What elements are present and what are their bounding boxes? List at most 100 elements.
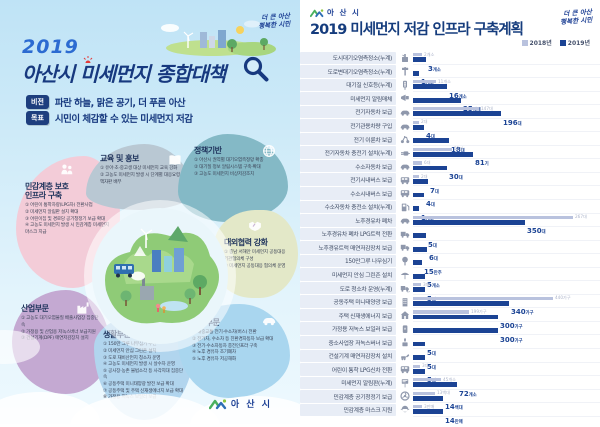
purifier-icon (399, 391, 410, 402)
section-item: ① 유아·초·중고생 대상 미세먼지 교육 강화 (100, 166, 178, 172)
bar-2018 (413, 310, 469, 314)
chart-row: 가정용 저녹스 보일러 보급 300가구 (300, 322, 600, 344)
bar-2019 (413, 138, 449, 144)
factory-icon (77, 302, 89, 314)
row-label: 노후경유트럭 매연저감장치 보급 (300, 241, 396, 254)
row-bars: 147대 196대 (413, 105, 600, 127)
value-2019: 14만매 (445, 416, 463, 425)
chart-legend: 2018년 2019년 (521, 38, 590, 47)
building-icon (402, 297, 407, 307)
goal-row: 목표 시민이 체감할 수 있는 미세먼지 저감 (26, 111, 193, 125)
section-item: ② 가정용 및 산업용 저녹스버너 보급지원 (21, 329, 96, 335)
section-item: ③ 도로 재비산먼지 청소차 운영 (103, 355, 161, 361)
row-bars: 6대 (413, 241, 600, 262)
city-logo-mark-icon (310, 8, 324, 17)
value-2018: 2대 (421, 173, 428, 179)
chart-row: 도로 청소차 운영(누계) 3대5대 (300, 281, 600, 303)
row-label: 건설기계 매연저감장치 설치 (300, 349, 396, 363)
bar-2019 (413, 84, 447, 90)
bar-2019 (413, 368, 425, 374)
bar-2019 (413, 395, 443, 401)
row-bars: 15만주 (413, 254, 600, 276)
value-2018: 2대 (421, 119, 428, 125)
value-2018: 199가구 (471, 308, 487, 314)
chart-row: 도로변대기오염측정소(누계) 1개소 (300, 65, 600, 86)
bar-2018 (413, 391, 435, 395)
row-label: 도시대기오염측정소(누계) (300, 51, 396, 65)
row-bars: 5개소 (413, 268, 600, 289)
value-2018: 3대 (422, 363, 429, 369)
section-item: ① 충남 서해안 미세먼지 공동대응 기관협의체 구성 (224, 250, 286, 262)
row-label: 전기자동차 보급 (300, 105, 396, 119)
section-item: ② 미세먼지 안심 그린존 설치 (103, 348, 157, 354)
chart-row: 수소자동차 충전소 설치(누계) 1개소 (300, 200, 600, 222)
city-logo: 아 산 시 (310, 7, 360, 18)
section-item: ① 어린이 통학차량(LPG차) 전환사업 (25, 203, 93, 209)
chart-row: 미세먼지 안심 그린존 설치 5개소 (300, 268, 600, 289)
bar-2019 (413, 111, 501, 117)
value-2019: 15만주 (424, 267, 442, 276)
city-island-illustration (82, 198, 238, 354)
skyline-illustration (152, 18, 278, 60)
row-label: 민감계층 공기청정기 보급 (300, 390, 396, 403)
car-icon (400, 124, 409, 130)
row-bars: 2대 7대 (413, 173, 600, 195)
bar-2019 (413, 355, 425, 361)
chart-rows: 도시대기오염측정소(누계)2개소3개소도로변대기오염측정소(누계)1개소대기질 … (300, 51, 600, 425)
bar-2019 (413, 179, 428, 184)
vision-text: 파란 하늘, 맑은 공기, 더 푸른 아산 (54, 98, 186, 109)
row-bars: 300가구 (413, 322, 600, 344)
section-item: ② 대기질 정보 알림시스템 구축·확대 (194, 164, 261, 170)
excavator-icon (400, 353, 409, 361)
bar-2018 (413, 405, 422, 409)
bar-2019 (413, 152, 473, 157)
value-2019: 16개소 (449, 91, 467, 100)
section-item: ③ 전기·수소자동차 충전인프라 구축 (192, 343, 258, 349)
bar-2019 (413, 287, 425, 293)
chart-row: 전기자동차 충전기 설치(누계) 52기 81기 (300, 146, 600, 167)
section-item: ③ 건설기계(DPF) 매연저감장치 설치 (21, 336, 89, 342)
legend-label: 2018년 (529, 40, 552, 47)
bar-2018 (413, 107, 479, 111)
row-bars: 52기 81기 (413, 146, 600, 167)
chart-row: 어린이 통학 LPG신차 전환 3대5대 (300, 363, 600, 384)
chart-row: 노후경유차 폐차 267대 350대 (300, 214, 600, 235)
legend-label: 2019년 (567, 40, 590, 47)
value-2019: 5대 (427, 362, 436, 371)
row-label: 어린이 통학 LPG신차 전환 (300, 363, 396, 376)
trafficlight-icon (402, 80, 407, 90)
value-2018: 267대 (575, 214, 587, 220)
bar-2018 (413, 174, 419, 179)
bus-icon (400, 366, 409, 374)
bar-2019 (413, 233, 426, 239)
value-2018: 11개소 (438, 78, 452, 84)
value-2018: 13백대 (437, 390, 451, 396)
row-bars: 5대 (413, 227, 600, 249)
row-bars: 11개소 16개소 (413, 78, 600, 100)
row-bars: 1개소 (413, 200, 600, 222)
value-2019: 300가구 (500, 321, 523, 330)
row-bars: 3대5대 (413, 281, 600, 303)
section-item: ① 아산시 권역별 대기오염측정망 확충 (194, 158, 264, 164)
canopy-icon (400, 272, 409, 279)
car-icon (400, 164, 409, 170)
row-label: 가정용 저녹스 보일러 보급 (300, 322, 396, 335)
row-label: 전기시내버스 보급 (300, 173, 396, 186)
section-item: ① 고농도 대기오염물질 배출사업장 집중단속 (21, 316, 99, 328)
goal-text: 시민이 체감할 수 있는 미세먼지 저감 (54, 114, 193, 125)
row-bars: 5대 (413, 335, 600, 357)
car-icon (400, 218, 409, 225)
chart-title: 2019 미세먼지 저감 인프라 구축계획 (310, 22, 524, 38)
globe-icon (263, 145, 275, 157)
section-item: ③ 고농도 미세먼지 비상저감조치 (194, 171, 255, 177)
value-2018: 3대 (423, 281, 430, 287)
row-label: 전기 이륜차 보급 (300, 132, 396, 146)
chart-row: 전기시내버스 보급 2대 7대 (300, 173, 600, 195)
city-logo-text: 아 산 시 (230, 400, 272, 410)
plug-icon (400, 150, 410, 156)
bar-2019 (413, 219, 525, 225)
row-label: 전기관용차량 구입 (300, 119, 396, 132)
row-label: 수소자동차 보급 (300, 159, 396, 173)
row-label: 공동주택 미니태양광 보급 (300, 295, 396, 308)
chart-row: 수소시내버스 보급 4대 (300, 186, 600, 208)
